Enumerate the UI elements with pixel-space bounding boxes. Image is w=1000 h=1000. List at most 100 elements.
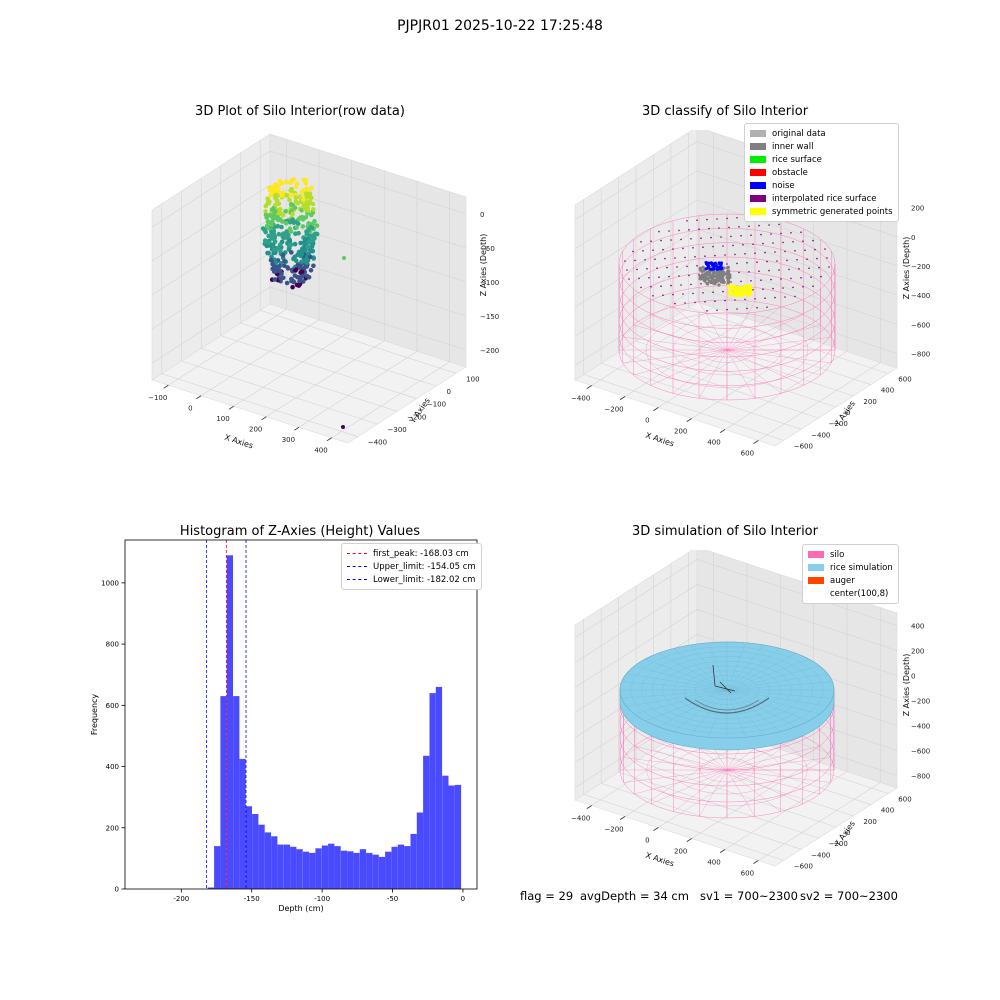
p4-rice-mesh-radial: [726, 665, 820, 691]
p4-rice-mesh-radial: [708, 642, 728, 691]
p1-point: [310, 248, 316, 254]
p4-rice-mesh-radial: [621, 689, 728, 699]
p1-point: [304, 260, 309, 266]
p1-point: [276, 201, 282, 207]
p1-point: [266, 240, 272, 245]
p1-point: [304, 273, 310, 279]
p4-y-tick-label: −400: [811, 851, 830, 859]
p2-interpolated-point: [790, 232, 792, 234]
p2-legend-item: symmetric generated points: [750, 205, 893, 218]
p1-point: [311, 263, 316, 269]
p2-interpolated-point: [800, 231, 802, 233]
p4-rice-mesh-radial: [726, 642, 746, 691]
histogram-bar: [214, 846, 221, 889]
p2-interpolated-point: [824, 248, 826, 250]
p2-y-tick-label: −600: [794, 442, 813, 450]
p1-point: [284, 231, 290, 237]
p1-x-tick-label: 300: [282, 436, 295, 444]
p4-y-gridline: [618, 597, 819, 839]
p4-rice-mesh-radial: [658, 689, 728, 727]
p4-rice-mesh-radial: [726, 689, 796, 727]
p2-interpolated-point: [702, 246, 704, 248]
p3-legend-item: first_peak: -168.03 cm: [347, 547, 476, 560]
p2-interpolated-point: [772, 242, 774, 244]
p2-interpolated-point: [726, 263, 728, 265]
p2-legend-label: symmetric generated points: [772, 206, 893, 217]
histogram-bar: [207, 887, 214, 889]
p2-interpolated-point: [750, 234, 752, 236]
p1-point: [297, 278, 302, 284]
p1-z-tick-label: −200: [480, 347, 499, 355]
p1-point: [312, 236, 317, 241]
p2-interpolated-point: [738, 226, 740, 228]
p2-symmetric-point: [747, 294, 751, 298]
p2-z-tick-label: −600: [911, 321, 930, 329]
p2-interpolated-point: [674, 257, 676, 259]
panel3-title: Histogram of Z-Axies (Height) Values: [179, 524, 421, 539]
p2-interpolated-point: [752, 243, 754, 245]
p2-interpolated-point: [758, 270, 760, 272]
p1-x-tick: [163, 384, 169, 389]
p1-x-tick: [294, 426, 300, 431]
p1-point: [306, 221, 311, 226]
p2-noise-point: [715, 266, 719, 270]
p3-legend-item: Lower_limit: -182.02 cm: [347, 573, 476, 586]
p2-interpolated-point: [702, 292, 704, 294]
histogram-bar: [296, 849, 303, 889]
p2-interpolated-point: [624, 260, 626, 262]
p4-rice-mesh-radial: [726, 689, 781, 732]
p4-y-tick-label: 0: [846, 829, 850, 837]
p1-point: [298, 240, 303, 246]
p1-y-tick-label: −200: [407, 413, 426, 421]
p2-interpolated-point: [724, 254, 726, 256]
p2-legend-swatch: [750, 143, 766, 150]
p2-x-tick-label: 600: [741, 450, 754, 458]
p2-symmetric-point: [729, 287, 732, 290]
p2-interpolated-point: [684, 302, 686, 304]
p1-point: [287, 197, 292, 203]
p2-noise-point: [709, 267, 712, 271]
flag-text: flag = 29: [520, 889, 574, 903]
p2-y-gridline: [635, 166, 837, 408]
p1-z-gridline: [151, 218, 467, 296]
p2-wire-floor-ring: [672, 324, 782, 376]
p3-legend-swatch: [347, 579, 367, 580]
p2-interpolated-point: [770, 233, 772, 235]
p1-point: [296, 230, 301, 236]
p2-interpolated-point: [680, 238, 682, 241]
p4-rice-mesh-radial: [634, 689, 728, 715]
p1-point: [263, 209, 268, 214]
p2-wire-ring: [618, 242, 836, 343]
p2-interpolated-point: [678, 275, 680, 277]
p4-x-tick-label: 200: [674, 848, 687, 856]
p2-interpolated-point: [672, 293, 674, 296]
histogram-bar: [423, 755, 430, 889]
p1-point: [279, 224, 284, 230]
p2-interpolated-point: [696, 219, 698, 221]
p2-legend-swatch: [750, 130, 766, 137]
histogram-bar: [283, 844, 291, 889]
p2-interpolated-point: [682, 247, 684, 250]
p4-rice-mesh-radial: [726, 681, 833, 691]
p2-interpolated-point: [638, 277, 640, 280]
histogram-bar: [391, 846, 398, 889]
p2-y-gridline: [583, 199, 784, 441]
p1-point: [284, 280, 290, 286]
p1-point: [302, 206, 308, 212]
p1-x-gridline: [200, 149, 320, 397]
p2-legend-label: inner wall: [772, 141, 814, 152]
p2-interpolated-point: [732, 244, 734, 247]
p2-interpolated-point: [650, 286, 652, 288]
p2-inner-wall-point: [715, 275, 719, 279]
p2-interpolated-point: [796, 259, 798, 261]
p2-interpolated-point: [672, 248, 674, 250]
p1-x-gridline: [266, 170, 385, 418]
p1-point: [277, 268, 283, 273]
p4-rice-mesh-radial: [690, 689, 728, 736]
p4-x-gridline: [758, 607, 881, 861]
p1-x-tick-label: 0: [188, 405, 192, 413]
p1-point: [276, 183, 281, 188]
p2-interpolated-point: [650, 240, 652, 242]
p2-symmetric-point: [730, 290, 734, 294]
p4-rice-mesh-radial: [726, 689, 810, 722]
